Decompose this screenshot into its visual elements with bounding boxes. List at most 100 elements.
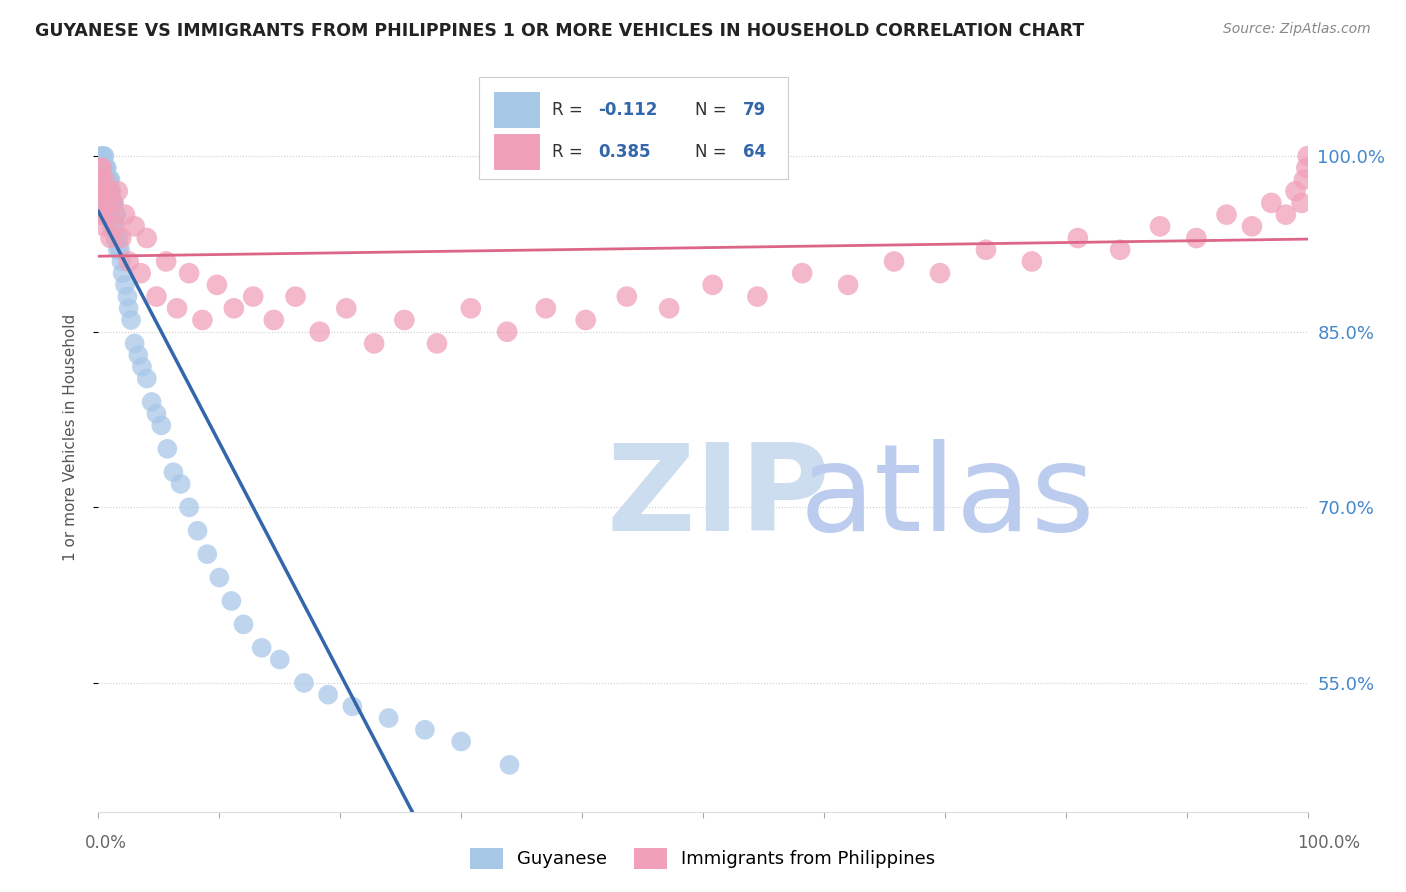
Point xyxy=(94,184,117,198)
Point xyxy=(131,359,153,374)
Point xyxy=(1021,254,1043,268)
Point xyxy=(97,208,120,222)
Point xyxy=(100,184,122,198)
Text: R =: R = xyxy=(551,101,588,119)
Point xyxy=(363,336,385,351)
Point xyxy=(250,640,273,655)
Point xyxy=(426,336,449,351)
Point xyxy=(100,172,122,186)
Point xyxy=(90,208,112,222)
Point xyxy=(1240,219,1263,234)
Point xyxy=(208,571,231,585)
Point xyxy=(118,254,141,268)
Point xyxy=(792,266,814,280)
Point xyxy=(342,699,364,714)
Point xyxy=(91,172,114,186)
Point xyxy=(616,289,638,303)
Point xyxy=(90,196,112,211)
Point xyxy=(100,219,122,234)
Point xyxy=(96,184,118,198)
Point xyxy=(98,184,121,198)
Point xyxy=(974,243,997,257)
Point xyxy=(96,172,118,186)
Point xyxy=(91,161,114,175)
Point xyxy=(103,196,125,211)
Point xyxy=(111,266,134,280)
Point xyxy=(91,208,114,222)
Point xyxy=(575,313,598,327)
Point xyxy=(195,547,218,561)
Point xyxy=(187,524,209,538)
Point xyxy=(94,172,117,186)
Point xyxy=(1067,231,1090,245)
Point xyxy=(460,301,482,316)
Point xyxy=(90,172,112,186)
Point xyxy=(97,184,120,198)
Point xyxy=(93,161,115,175)
Point xyxy=(94,184,117,198)
Point xyxy=(222,301,245,316)
Point xyxy=(104,208,127,222)
Point xyxy=(377,711,399,725)
Point xyxy=(1292,172,1315,186)
Text: -0.112: -0.112 xyxy=(598,101,657,119)
Point xyxy=(837,277,859,292)
Point xyxy=(179,500,201,515)
Point xyxy=(1284,184,1306,198)
Point xyxy=(108,231,131,245)
Point xyxy=(155,254,177,268)
Point xyxy=(221,594,243,608)
Point xyxy=(191,313,214,327)
Point xyxy=(242,289,264,303)
Point xyxy=(450,734,472,748)
Point xyxy=(135,231,157,245)
Point xyxy=(101,196,124,211)
Point xyxy=(145,407,167,421)
Point xyxy=(97,196,120,211)
Text: N =: N = xyxy=(695,143,731,161)
FancyBboxPatch shape xyxy=(479,78,787,178)
Point xyxy=(141,395,163,409)
Text: N =: N = xyxy=(695,101,731,119)
Point xyxy=(534,301,557,316)
Point xyxy=(110,254,132,268)
Point xyxy=(100,196,122,211)
Text: GUYANESE VS IMMIGRANTS FROM PHILIPPINES 1 OR MORE VEHICLES IN HOUSEHOLD CORRELAT: GUYANESE VS IMMIGRANTS FROM PHILIPPINES … xyxy=(35,22,1084,40)
Point xyxy=(110,231,132,245)
Text: 64: 64 xyxy=(742,143,766,161)
Point xyxy=(1275,208,1298,222)
Point xyxy=(145,289,167,303)
Point xyxy=(96,208,118,222)
Point xyxy=(127,348,149,362)
Point xyxy=(93,219,115,234)
Point xyxy=(117,289,139,303)
Point xyxy=(91,149,114,163)
Point xyxy=(114,277,136,292)
Point xyxy=(100,231,122,245)
Point xyxy=(91,184,114,198)
Point xyxy=(91,149,114,163)
Point xyxy=(107,184,129,198)
Point xyxy=(929,266,952,280)
Point xyxy=(135,371,157,385)
Point xyxy=(883,254,905,268)
Point xyxy=(394,313,416,327)
Point xyxy=(104,219,127,234)
Point xyxy=(94,161,117,175)
Point xyxy=(316,688,339,702)
Point xyxy=(205,277,228,292)
Point xyxy=(93,172,115,186)
Point xyxy=(97,172,120,186)
Point xyxy=(263,313,285,327)
Point xyxy=(702,277,724,292)
Point xyxy=(496,325,519,339)
Point xyxy=(129,266,152,280)
Text: 0.0%: 0.0% xyxy=(84,834,127,852)
Point xyxy=(89,149,111,163)
Point xyxy=(98,196,121,211)
Point xyxy=(658,301,681,316)
Point xyxy=(108,243,131,257)
Point xyxy=(91,172,114,186)
Point xyxy=(90,172,112,186)
Point xyxy=(96,196,118,211)
